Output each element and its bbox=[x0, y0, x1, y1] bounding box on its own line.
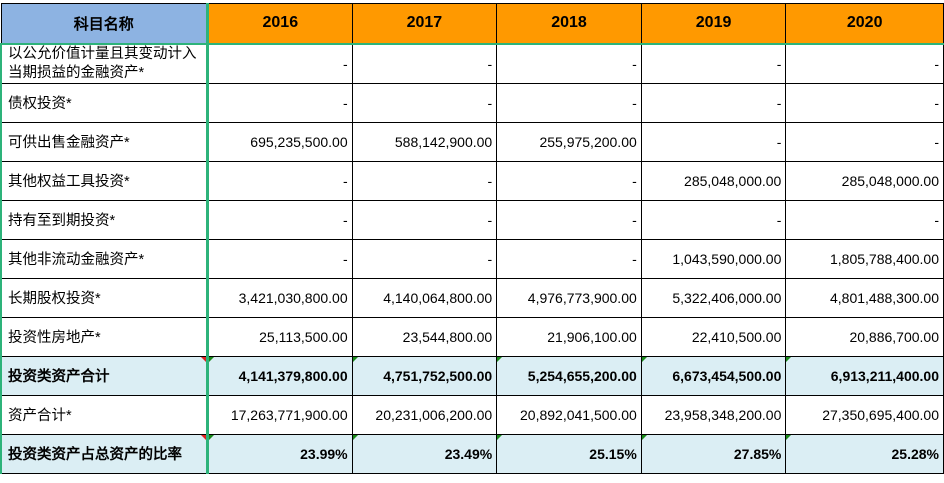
table-row: 其他权益工具投资* - - -285,048,000.00 285,048,000.00 bbox=[0, 160, 944, 201]
row-label-cell[interactable]: 长期股权投资* bbox=[0, 277, 209, 318]
value-cell-2017[interactable]: 20,231,006,200.00 bbox=[351, 394, 498, 435]
value-cell-2016[interactable]: - bbox=[206, 43, 353, 84]
table-row: 长期股权投资* 3,421,030,800.00 4,140,064,800.00 4… bbox=[0, 277, 944, 318]
value-cell-2020[interactable]: 1,805,788,400.00 bbox=[785, 238, 944, 279]
value-cell-2018[interactable]: - bbox=[496, 43, 642, 84]
table-row: 持有至到期投资* - - - - - bbox=[0, 199, 944, 240]
value-cell-2016[interactable]: - bbox=[206, 160, 353, 201]
value-cell-2019[interactable]: - bbox=[640, 43, 787, 84]
value-cell-2019[interactable]: 6,673,454,500.00 bbox=[640, 355, 787, 396]
value-cell-2020[interactable]: - bbox=[785, 121, 944, 162]
row-label-cell[interactable]: 投资类资产占总资产的比率 bbox=[0, 433, 209, 474]
value-cell-2018[interactable]: 4,976,773,900.00 bbox=[496, 277, 642, 318]
value-cell-2019[interactable]: - bbox=[640, 121, 787, 162]
value-cell-2017[interactable]: 4,751,752,500.00 bbox=[351, 355, 498, 396]
value-cell-2019[interactable]: 23,958,348,200.00 bbox=[640, 394, 787, 435]
value-cell-2019[interactable]: - bbox=[640, 199, 787, 240]
value-cell-2016[interactable]: - bbox=[206, 82, 353, 123]
row-label-cell[interactable]: 投资类资产合计 bbox=[0, 355, 209, 396]
row-label-cell[interactable]: 资产合计* bbox=[0, 394, 209, 435]
header-year-2017[interactable]: 2017 bbox=[351, 3, 498, 45]
table-row: 可供出售金融资产* 695,235,500.00 588,142,900.00 255… bbox=[0, 121, 944, 162]
header-year-2019[interactable]: 2019 bbox=[640, 3, 787, 45]
value-cell-2017[interactable]: - bbox=[351, 160, 498, 201]
header-year-2018[interactable]: 2018 bbox=[496, 3, 642, 45]
row-label-cell[interactable]: 持有至到期投资* bbox=[0, 199, 209, 240]
header-year-2020[interactable]: 2020 bbox=[785, 3, 944, 45]
value-cell-2020[interactable]: 6,913,211,400.00 bbox=[785, 355, 944, 396]
value-cell-2016[interactable]: 695,235,500.00 bbox=[206, 121, 353, 162]
value-cell-2019[interactable]: 1,043,590,000.00 bbox=[640, 238, 787, 279]
row-label-cell[interactable]: 其他非流动金融资产* bbox=[0, 238, 209, 279]
value-cell-2016[interactable]: 23.99% bbox=[206, 433, 353, 474]
value-cell-2019[interactable]: - bbox=[640, 82, 787, 123]
value-cell-2017[interactable]: - bbox=[351, 43, 498, 84]
value-cell-2017[interactable]: - bbox=[351, 238, 498, 279]
value-cell-2018[interactable]: - bbox=[496, 160, 642, 201]
value-cell-2016[interactable]: 4,141,379,800.00 bbox=[206, 355, 353, 396]
table-row: 投资类资产占总资产的比率 23.99% 23.49% 25.15% 27.85% 25.2… bbox=[0, 433, 944, 474]
value-cell-2017[interactable]: - bbox=[351, 199, 498, 240]
header-year-2016[interactable]: 2016 bbox=[206, 3, 353, 45]
value-cell-2020[interactable]: - bbox=[785, 199, 944, 240]
table-row: 其他非流动金融资产* - - -1,043,590,000.00 1,805,788,4… bbox=[0, 238, 944, 279]
row-label-cell[interactable]: 债权投资* bbox=[0, 82, 209, 123]
value-cell-2017[interactable]: 23,544,800.00 bbox=[351, 316, 498, 357]
value-cell-2020[interactable]: 285,048,000.00 bbox=[785, 160, 944, 201]
value-cell-2017[interactable]: 23.49% bbox=[351, 433, 498, 474]
value-cell-2017[interactable]: - bbox=[351, 82, 498, 123]
value-cell-2020[interactable]: - bbox=[785, 82, 944, 123]
value-cell-2018[interactable]: - bbox=[496, 199, 642, 240]
value-cell-2017[interactable]: 588,142,900.00 bbox=[351, 121, 498, 162]
header-label-cell[interactable]: 科目名称 bbox=[0, 3, 209, 45]
value-cell-2020[interactable]: 20,886,700.00 bbox=[785, 316, 944, 357]
value-cell-2016[interactable]: - bbox=[206, 199, 353, 240]
value-cell-2019[interactable]: 285,048,000.00 bbox=[640, 160, 787, 201]
value-cell-2018[interactable]: 21,906,100.00 bbox=[496, 316, 642, 357]
value-cell-2018[interactable]: 5,254,655,200.00 bbox=[496, 355, 642, 396]
value-cell-2016[interactable]: 25,113,500.00 bbox=[206, 316, 353, 357]
value-cell-2020[interactable]: - bbox=[785, 43, 944, 84]
header-row: 科目名称 2016 2017 2018 2019 2020 bbox=[0, 3, 944, 45]
value-cell-2019[interactable]: 22,410,500.00 bbox=[640, 316, 787, 357]
value-cell-2016[interactable]: 3,421,030,800.00 bbox=[206, 277, 353, 318]
table-row: 投资性房地产* 25,113,500.00 23,544,800.00 21,906,… bbox=[0, 316, 944, 357]
value-cell-2019[interactable]: 27.85% bbox=[640, 433, 787, 474]
table-row: 债权投资* - - - - - bbox=[0, 82, 944, 123]
value-cell-2020[interactable]: 27,350,695,400.00 bbox=[785, 394, 944, 435]
table-row: 投资类资产合计 4,141,379,800.00 4,751,752,500.00 5… bbox=[0, 355, 944, 396]
value-cell-2017[interactable]: 4,140,064,800.00 bbox=[351, 277, 498, 318]
value-cell-2019[interactable]: 5,322,406,000.00 bbox=[640, 277, 787, 318]
row-label-cell[interactable]: 投资性房地产* bbox=[0, 316, 209, 357]
row-label-cell[interactable]: 以公允价值计量且其变动计入当期损益的金融资产* bbox=[0, 43, 209, 84]
value-cell-2018[interactable]: 25.15% bbox=[496, 433, 642, 474]
row-label-cell[interactable]: 其他权益工具投资* bbox=[0, 160, 209, 201]
value-cell-2018[interactable]: 255,975,200.00 bbox=[496, 121, 642, 162]
financial-table: 科目名称 2016 2017 2018 2019 2020 以公允价值计量且其变… bbox=[0, 3, 944, 474]
value-cell-2018[interactable]: - bbox=[496, 238, 642, 279]
value-cell-2016[interactable]: 17,263,771,900.00 bbox=[206, 394, 353, 435]
row-label-cell[interactable]: 可供出售金融资产* bbox=[0, 121, 209, 162]
value-cell-2016[interactable]: - bbox=[206, 238, 353, 279]
table-row: 资产合计* 17,263,771,900.00 20,231,006,200.00 2… bbox=[0, 394, 944, 435]
value-cell-2020[interactable]: 25.28% bbox=[785, 433, 944, 474]
value-cell-2020[interactable]: 4,801,488,300.00 bbox=[785, 277, 944, 318]
table-row: 以公允价值计量且其变动计入当期损益的金融资产* - - - - - bbox=[0, 43, 944, 84]
value-cell-2018[interactable]: - bbox=[496, 82, 642, 123]
value-cell-2018[interactable]: 20,892,041,500.00 bbox=[496, 394, 642, 435]
